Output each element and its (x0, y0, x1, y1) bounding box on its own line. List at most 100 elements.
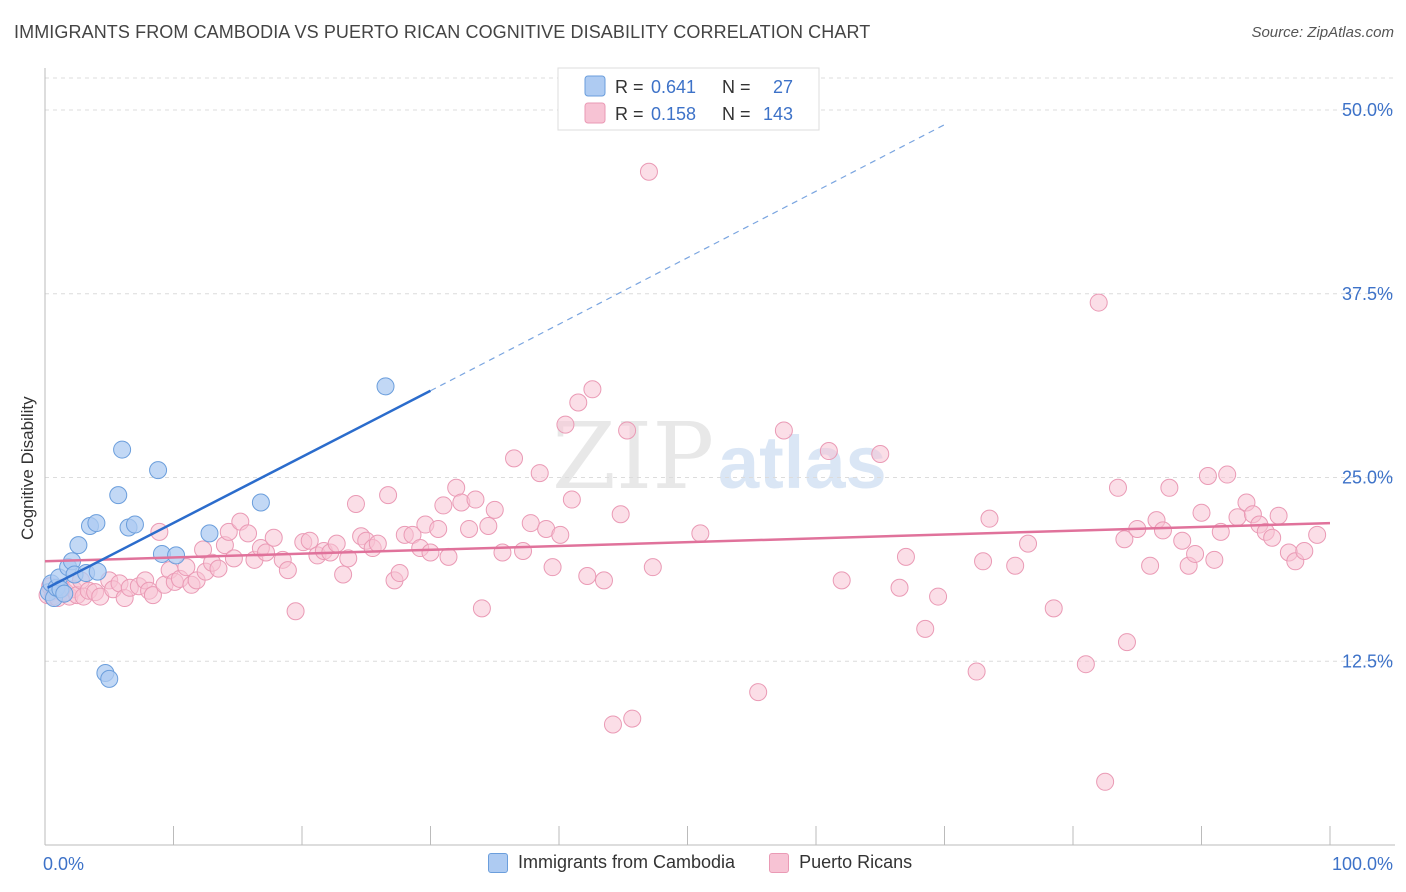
chart-title: IMMIGRANTS FROM CAMBODIA VS PUERTO RICAN… (14, 22, 871, 42)
cambodia-point (109, 486, 128, 505)
puerto-ricans-point (691, 524, 710, 543)
puerto-ricans-point (543, 558, 562, 577)
puerto-ricans-point (980, 509, 999, 528)
stats-legend-swatch-pink (584, 102, 606, 124)
cambodia-point (113, 440, 132, 459)
puerto-ricans-point (562, 490, 581, 509)
legend-swatch-puerto-ricans (769, 852, 790, 873)
watermark-atlas: atlas (718, 421, 887, 504)
puerto-ricans-point (239, 524, 258, 543)
stats-legend: R = 0.641 N = 27 R = 0.158 N = 143 (557, 67, 820, 131)
stats-n-label-1: N = (722, 77, 751, 97)
stats-n-value-1: 27 (773, 77, 793, 97)
puerto-ricans-point (1141, 556, 1160, 575)
puerto-ricans-point (1269, 506, 1288, 525)
puerto-ricans-point (594, 571, 613, 590)
stats-n-label-2: N = (722, 104, 751, 124)
puerto-ricans-point (379, 486, 398, 505)
puerto-ricans-point (890, 578, 909, 597)
puerto-ricans-point (278, 561, 297, 580)
legend-swatch-cambodia (488, 852, 508, 873)
y-tick-labels: 12.5% 25.0% 37.5% 50.0% (1342, 100, 1393, 671)
puerto-ricans-point (327, 534, 346, 553)
puerto-ricans-point (1295, 542, 1314, 560)
puerto-ricans-point (1006, 556, 1025, 575)
stats-legend-swatch-blue (584, 75, 606, 97)
puerto-ricans-point (967, 662, 986, 681)
puerto-ricans-point (832, 571, 851, 590)
legend-label-puerto-ricans: Puerto Ricans (799, 852, 913, 872)
puerto-ricans-point (1089, 293, 1108, 312)
puerto-ricans-point (639, 162, 658, 181)
puerto-ricans-point (177, 558, 196, 577)
puerto-ricans-point (368, 534, 387, 553)
legend-label-cambodia: Immigrants from Cambodia (518, 852, 736, 872)
puerto-ricans-point (403, 525, 422, 544)
puerto-ricans-point (1192, 503, 1211, 522)
cambodia-point (167, 546, 186, 565)
puerto-ricans-point (521, 514, 540, 533)
puerto-ricans-point (871, 444, 890, 463)
cambodia-point (376, 377, 395, 396)
puerto-ricans-point (472, 599, 491, 618)
puerto-ricans-point (1198, 467, 1217, 486)
puerto-ricans-point (1115, 530, 1134, 549)
puerto-ricans-point (485, 500, 504, 519)
cambodia-point (125, 515, 144, 534)
puerto-ricans-point (569, 393, 588, 412)
cambodia-point (100, 669, 119, 688)
puerto-ricans-point (583, 380, 602, 399)
y-tick-label: 50.0% (1342, 100, 1393, 120)
puerto-ricans-point (390, 564, 409, 583)
watermark: ZIP atlas (552, 403, 887, 510)
puerto-ricans-point (1308, 525, 1327, 544)
cambodia-trendline (46, 389, 432, 589)
puerto-ricans-point (460, 519, 479, 538)
stats-r-value-2: 0.158 (651, 104, 696, 124)
x-tick-labels: 0.0% 100.0% (43, 854, 1393, 874)
puerto-ricans-point (1153, 521, 1172, 540)
cambodia-point (55, 584, 74, 603)
puerto-ricans-point (1218, 465, 1237, 484)
y-tick-label: 25.0% (1342, 468, 1393, 488)
puerto-ricans-point (300, 531, 319, 550)
puerto-ricans-point (1117, 633, 1136, 652)
puerto-ricans-point (551, 525, 570, 544)
puerto-ricans-point (916, 619, 935, 638)
source-credit: Source: ZipAtlas.com (1251, 24, 1394, 41)
stats-n-value-2: 143 (763, 104, 793, 124)
puerto-ricans-point (1096, 772, 1115, 791)
puerto-ricans-point (346, 494, 365, 513)
puerto-ricans-point (479, 517, 498, 536)
cambodia-point (87, 514, 106, 533)
puerto-ricans-point (466, 490, 485, 509)
puerto-ricans-point (611, 505, 630, 524)
legend-item-cambodia: Immigrants from Cambodia (488, 852, 735, 873)
puerto-ricans-point (1228, 508, 1247, 527)
puerto-ricans-point (257, 543, 276, 562)
puerto-ricans-point (264, 528, 283, 547)
puerto-ricans-point (286, 602, 305, 621)
puerto-ricans-point (1173, 531, 1192, 550)
puerto-ricans-point (1186, 544, 1205, 563)
puerto-ricans-point (929, 587, 948, 606)
puerto-ricans-point (194, 540, 213, 559)
puerto-ricans-point (209, 559, 228, 578)
stats-r-value-1: 0.641 (651, 77, 696, 97)
puerto-ricans-point (774, 421, 793, 440)
puerto-ricans-point (334, 565, 353, 584)
puerto-ricans-point (623, 709, 642, 728)
puerto-ricans-point (819, 442, 838, 461)
watermark-zip: ZIP (552, 403, 714, 510)
puerto-ricans-point (1044, 599, 1063, 618)
bottom-legend: Immigrants from Cambodia Puerto Ricans (488, 852, 946, 873)
x-tick-label: 100.0% (1332, 854, 1393, 874)
cambodia-point (251, 493, 270, 512)
puerto-ricans-point (603, 715, 622, 734)
puerto-ricans-point (439, 547, 458, 566)
puerto-ricans-point (1263, 528, 1282, 547)
trend-lines (44, 124, 1331, 589)
cambodia-points (39, 377, 395, 688)
puerto-ricans-points (38, 162, 1327, 791)
